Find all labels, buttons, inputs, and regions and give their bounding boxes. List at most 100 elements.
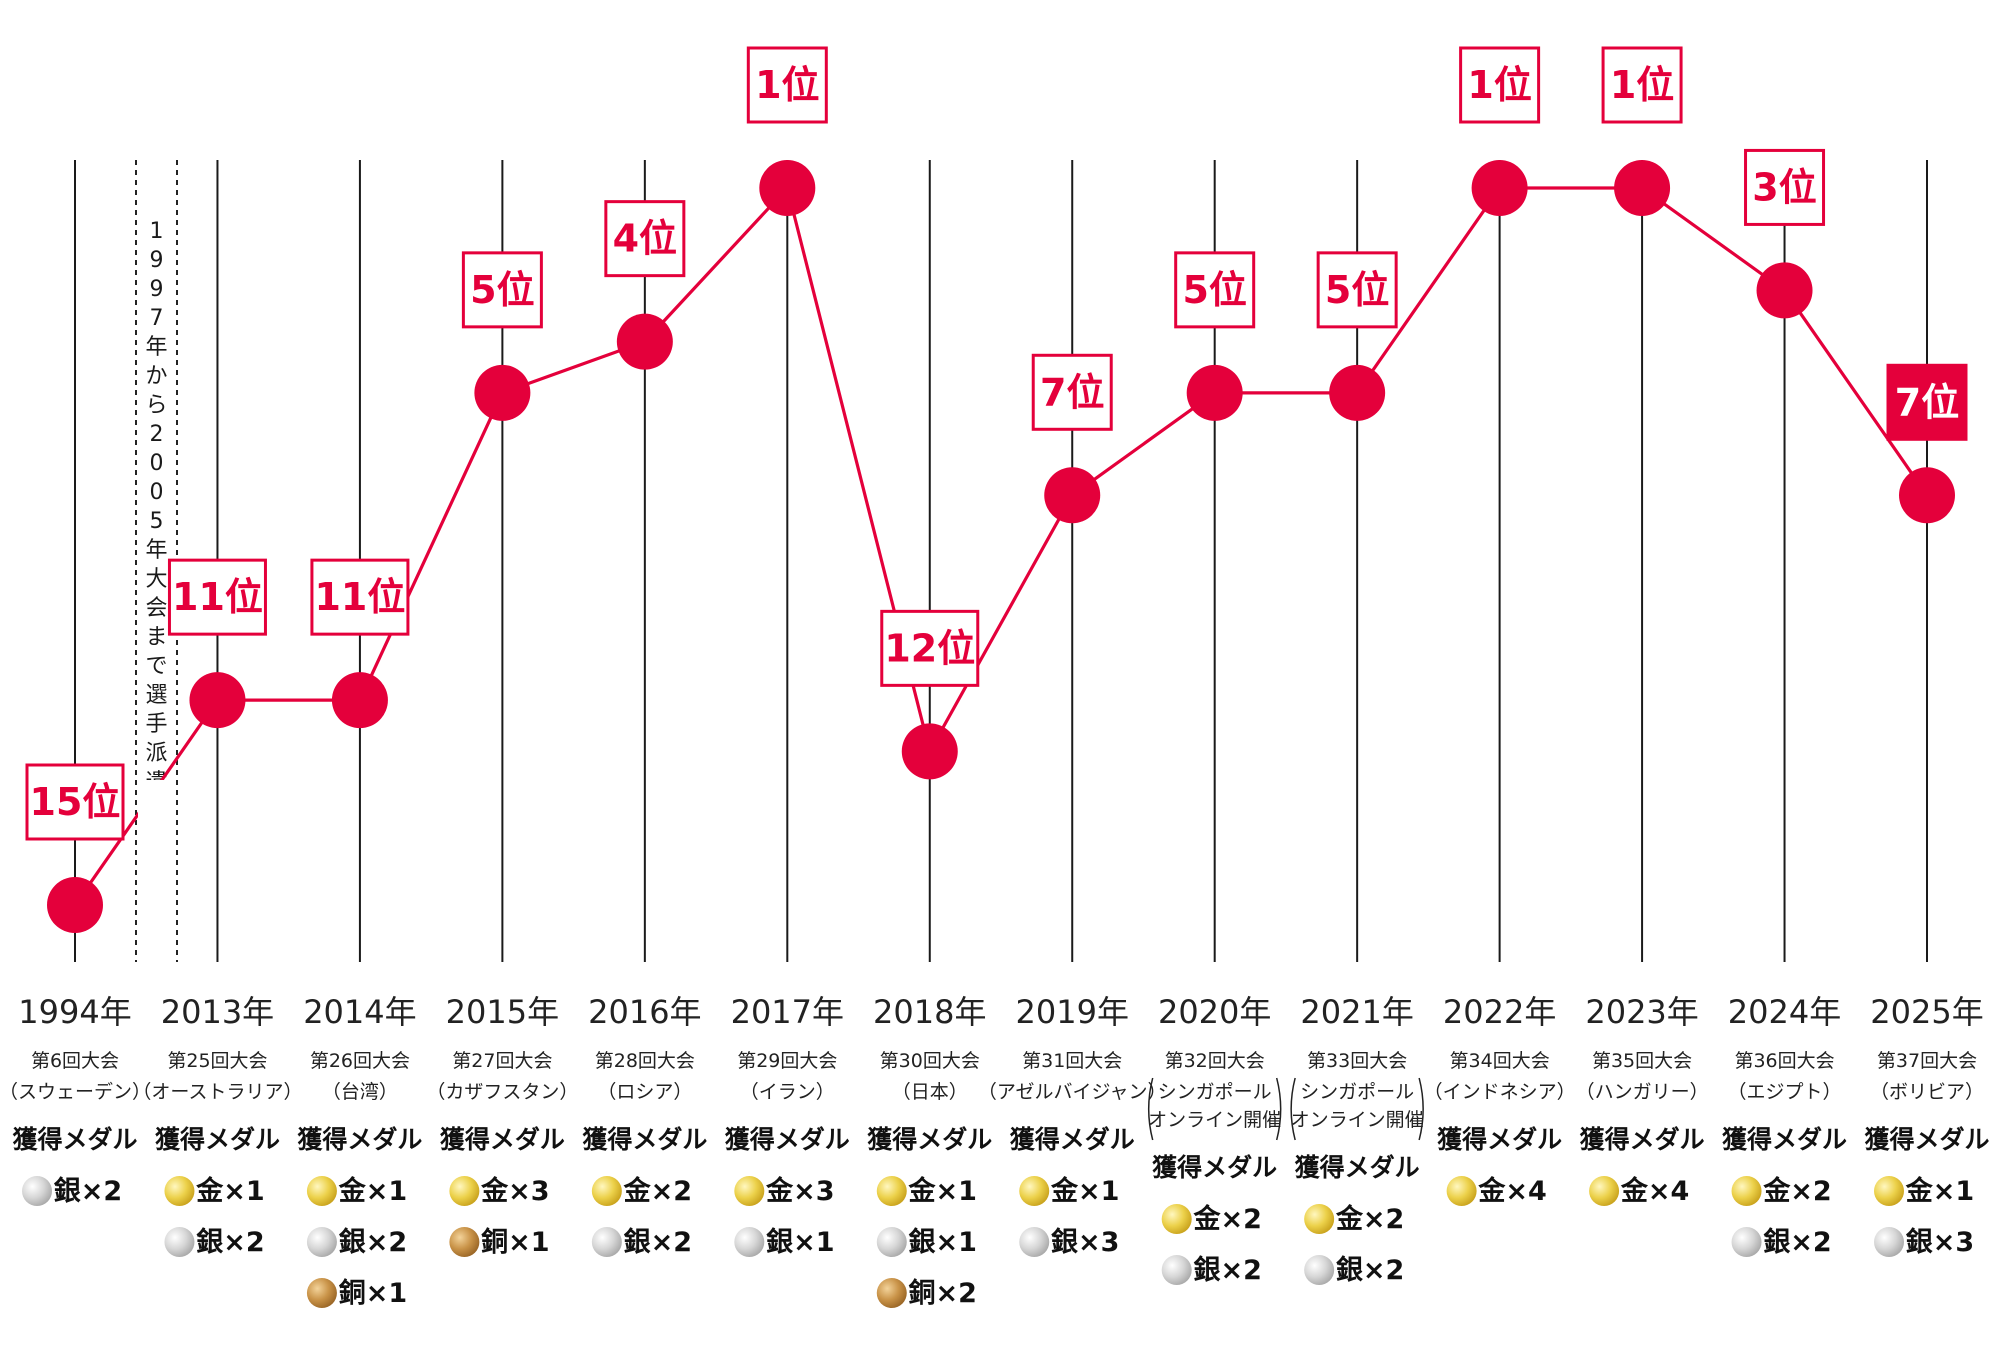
host-label: （エジプト） <box>1728 1081 1842 1103</box>
medal-count: 金×2 <box>1192 1203 1261 1235</box>
edition-label: 第32回大会 <box>1165 1050 1265 1072</box>
medal-count: 金×1 <box>195 1175 264 1207</box>
medal-count: 銀×2 <box>339 1227 407 1258</box>
bronze-medal-icon <box>449 1227 480 1257</box>
host-label: （ハンガリー） <box>1576 1081 1709 1103</box>
silver-medal-icon <box>1874 1227 1904 1257</box>
rank-label-box <box>461 251 543 329</box>
gold-medal-icon <box>449 1176 480 1206</box>
rank-label-box <box>604 200 686 278</box>
edition-label: 第25回大会 <box>167 1050 267 1072</box>
gold-medal-icon <box>1304 1204 1335 1234</box>
rank-label-text: 3位 <box>1752 165 1816 209</box>
host-label: （カザフスタン） <box>426 1081 578 1103</box>
x-tick-label: 2022年 <box>1443 993 1556 1031</box>
edition-label: 第36回大会 <box>1734 1050 1834 1072</box>
host-label: シンガポール <box>1300 1081 1414 1103</box>
rank-label-text: 1位 <box>755 63 819 107</box>
silver-medal-icon <box>734 1227 765 1257</box>
medal-count: 金×2 <box>1335 1203 1404 1235</box>
rank-label-box <box>1744 148 1826 226</box>
silver-medal-icon <box>591 1227 622 1257</box>
rank-label: 5位 <box>1174 251 1256 329</box>
rank-label-box <box>880 609 980 687</box>
edition-label: 第34回大会 <box>1450 1050 1550 1072</box>
rank-label-box <box>310 558 410 636</box>
edition-label: 第31回大会 <box>1022 1050 1122 1072</box>
medal-count: 銀×3 <box>1051 1227 1119 1258</box>
medal-heading: 獲得メダル <box>725 1125 850 1154</box>
silver-medal-icon <box>306 1227 337 1257</box>
medal-count: 金×1 <box>908 1175 977 1207</box>
edition-label: 第26回大会 <box>310 1050 410 1072</box>
edition-label: 第29回大会 <box>737 1050 837 1072</box>
gap-note: 1997年から2005年大会まで選手派遣一時中断 <box>145 219 167 911</box>
x-tick-label: 2024年 <box>1728 993 1841 1031</box>
rank-label-text: 5位 <box>1325 268 1389 312</box>
medal-heading: 獲得メダル <box>1437 1125 1562 1154</box>
x-tick-label: 2017年 <box>731 993 844 1031</box>
host-label: （アゼルバイジャン） <box>978 1081 1167 1103</box>
rank-label: 5位 <box>1316 251 1398 329</box>
rank-label: 1位 <box>1601 46 1683 124</box>
rank-label-text: 11位 <box>314 575 405 619</box>
medal-count: 銀×2 <box>1336 1255 1404 1286</box>
data-point <box>1186 364 1243 421</box>
rank-label-box <box>1601 46 1683 124</box>
medal-count: 金×1 <box>1905 1175 1974 1207</box>
rank-label-text: 15位 <box>30 780 121 824</box>
host-label: （日本） <box>892 1081 968 1103</box>
rank-label: 7位 <box>1886 363 1968 441</box>
x-tick-label: 2023年 <box>1585 993 1698 1031</box>
medal-heading: 獲得メダル <box>12 1125 137 1154</box>
silver-medal-icon <box>1019 1227 1050 1257</box>
host-label: （スウェーデン） <box>0 1081 151 1103</box>
edition-label: 第37回大会 <box>1877 1050 1977 1072</box>
host-label: オンライン開催 <box>1148 1109 1281 1131</box>
gold-medal-icon <box>734 1176 765 1206</box>
x-tick-label: 2020年 <box>1158 993 1271 1031</box>
rank-label-text: 5位 <box>1182 268 1246 312</box>
x-tick-label: 2019年 <box>1016 993 1129 1031</box>
gold-medal-icon <box>1589 1176 1620 1206</box>
medal-count: 金×2 <box>1762 1175 1831 1207</box>
gold-medal-icon <box>1874 1176 1904 1206</box>
rank-label-text: 12位 <box>884 626 975 670</box>
gap-line-break <box>138 780 175 910</box>
x-tick-label: 2015年 <box>446 993 559 1031</box>
data-point <box>1471 160 1528 216</box>
data-point <box>1899 467 1955 524</box>
bronze-medal-icon <box>876 1278 907 1308</box>
host-label: （オーストラリア） <box>132 1081 302 1103</box>
edition-label: 第30回大会 <box>880 1050 980 1072</box>
medal-heading: 獲得メダル <box>1722 1125 1847 1154</box>
x-tick-label: 2016年 <box>588 993 701 1031</box>
host-label: （ロシア） <box>597 1081 692 1103</box>
medal-count: 銅×1 <box>481 1226 549 1258</box>
data-point <box>189 672 246 729</box>
medal-heading: 獲得メダル <box>1580 1125 1705 1154</box>
edition-label: 第6回大会 <box>31 1050 119 1072</box>
x-tick-label: 2013年 <box>161 993 274 1031</box>
x-tick-label: 2021年 <box>1300 993 1413 1031</box>
x-tick-label: 2025年 <box>1870 993 1983 1031</box>
medal-count: 銅×1 <box>339 1277 407 1309</box>
medal-count: 銀×2 <box>624 1227 692 1258</box>
medal-count: 銀×3 <box>1906 1227 1974 1258</box>
rank-label: 7位 <box>1031 353 1113 431</box>
medal-count: 金×1 <box>338 1175 407 1207</box>
gold-medal-icon <box>1161 1204 1192 1234</box>
medal-heading: 獲得メダル <box>440 1125 565 1154</box>
medal-count: 銀×2 <box>1763 1227 1831 1258</box>
rank-label-box <box>1031 353 1113 431</box>
rank-label-text: 1位 <box>1610 63 1674 107</box>
data-point <box>901 723 958 780</box>
rank-label: 3位 <box>1744 148 1826 226</box>
host-bracket-left <box>1147 1077 1154 1141</box>
host-label: （イラン） <box>740 1081 835 1103</box>
data-point <box>331 672 388 729</box>
medal-heading: 獲得メダル <box>867 1125 992 1154</box>
medal-count: 銀×1 <box>909 1227 977 1258</box>
host-label: （ボリビア） <box>1870 1081 1984 1103</box>
gold-medal-icon <box>1019 1176 1050 1206</box>
